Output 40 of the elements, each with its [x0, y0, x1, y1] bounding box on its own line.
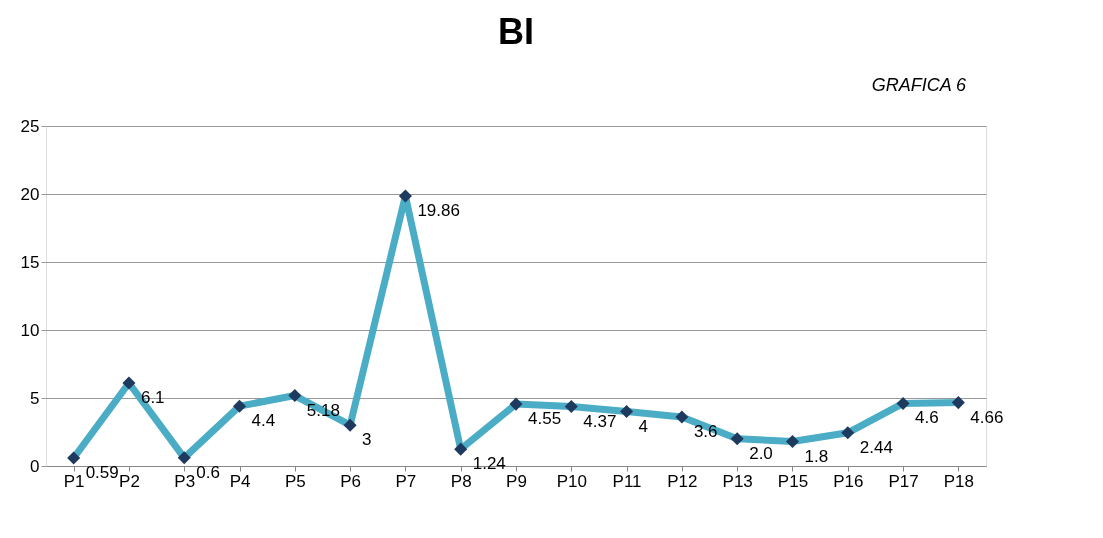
data-label: 1.8 [804, 446, 829, 466]
x-tick-label: P5 [284, 471, 306, 491]
y-tick-label: 15 [20, 252, 40, 272]
chart-title: BI [498, 11, 534, 52]
y-tick-label: 5 [30, 388, 40, 408]
x-tick-label: P7 [395, 471, 417, 491]
data-label: 2.0 [749, 443, 773, 463]
data-label: 4.66 [970, 407, 1004, 427]
y-tick-label: 10 [20, 320, 40, 340]
data-label: 6.1 [140, 388, 165, 408]
x-tick-label: P4 [229, 471, 251, 491]
data-label: 0.6 [196, 462, 220, 482]
y-tick-label: 0 [30, 456, 40, 476]
text: GRAFICA 6 [871, 75, 967, 95]
x-tick-label: P15 [777, 471, 809, 491]
x-tick-label: P3 [174, 471, 196, 491]
data-label: 0.59 [85, 462, 119, 482]
x-tick-label: P9 [506, 471, 527, 491]
data-label: 2.44 [859, 437, 893, 457]
y-tick-label: 20 [20, 184, 40, 204]
x-tick-label: P11 [612, 471, 642, 491]
x-tick-label: P8 [450, 471, 472, 491]
data-label: 4.4 [251, 411, 276, 431]
y-tick-label: 25 [20, 116, 40, 136]
x-tick-label: P10 [556, 471, 587, 491]
data-label: 4.6 [915, 408, 939, 428]
x-tick-label: P18 [943, 471, 974, 491]
data-label: 3 [362, 430, 372, 450]
data-label: 19.86 [417, 200, 460, 220]
data-label: 4.55 [528, 409, 562, 429]
x-tick-label: P16 [833, 471, 864, 491]
x-tick-label: P12 [667, 471, 698, 491]
x-tick-label: P13 [722, 471, 753, 491]
x-tick-label: P2 [119, 471, 140, 491]
data-label: 1.24 [472, 454, 506, 474]
data-label: 4.37 [583, 411, 617, 431]
x-tick-label: P1 [63, 471, 85, 491]
x-tick-label: P17 [888, 471, 919, 491]
x-tick-label: P6 [340, 471, 362, 491]
data-label: 4 [638, 416, 649, 436]
